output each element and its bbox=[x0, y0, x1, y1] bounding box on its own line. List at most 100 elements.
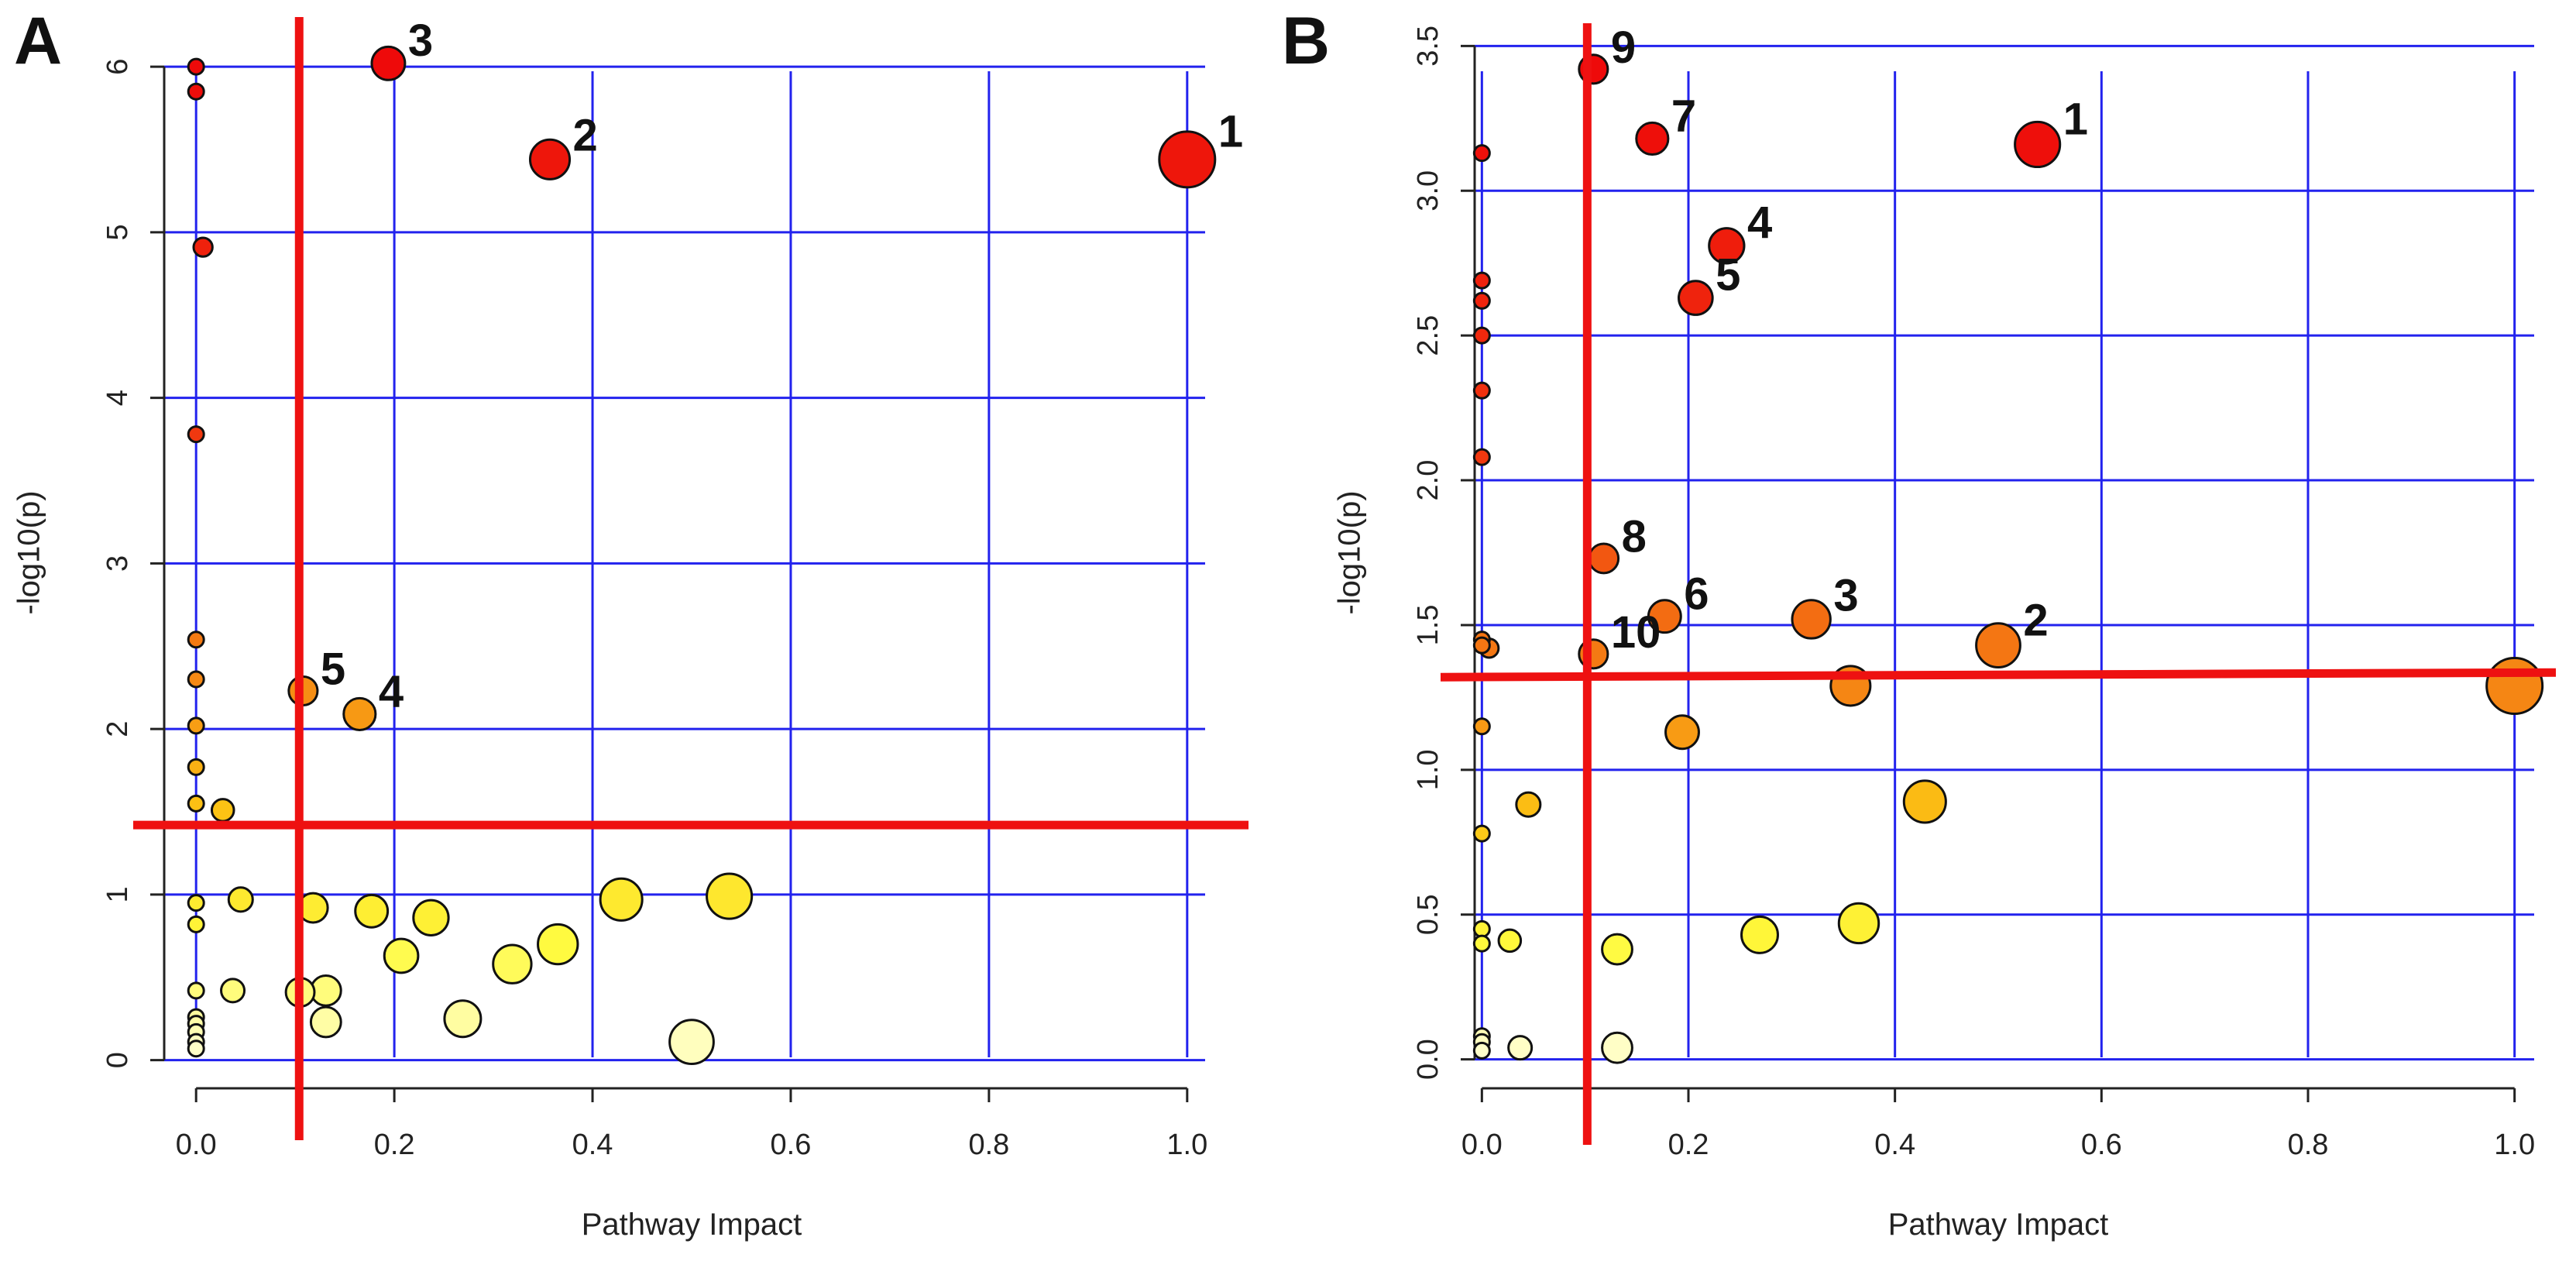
data-point bbox=[706, 872, 754, 920]
y-tick-label: 1 bbox=[101, 886, 134, 902]
data-point bbox=[187, 631, 205, 649]
data-point bbox=[1837, 902, 1880, 945]
y-axis-title: -log10(p) bbox=[1333, 490, 1367, 614]
y-tick-label: 2.5 bbox=[1412, 315, 1444, 356]
data-point bbox=[309, 1005, 342, 1039]
data-point bbox=[192, 236, 214, 258]
y-tick-label: 0 bbox=[101, 1052, 134, 1068]
threshold-lines bbox=[1440, 23, 2557, 1145]
data-point bbox=[342, 696, 377, 731]
data-point bbox=[187, 981, 205, 1000]
threshold-lines bbox=[133, 17, 1249, 1140]
data-point bbox=[187, 794, 205, 813]
data-point bbox=[210, 798, 235, 823]
point-label: 2 bbox=[2023, 595, 2048, 645]
x-tick-label: 0.2 bbox=[374, 1129, 415, 1161]
data-point bbox=[1472, 448, 1491, 466]
data-point bbox=[1515, 791, 1542, 818]
data-point bbox=[537, 923, 579, 966]
point-label: 1 bbox=[2063, 94, 2088, 144]
point-label: 5 bbox=[1716, 250, 1740, 301]
data-point bbox=[1472, 144, 1491, 163]
data-point bbox=[528, 138, 572, 180]
data-point bbox=[187, 670, 205, 689]
x-tick-label: 0.0 bbox=[1461, 1129, 1503, 1161]
data-point bbox=[1601, 933, 1633, 966]
data-point bbox=[1708, 227, 1746, 265]
data-points bbox=[187, 45, 1217, 1066]
y-tick-label: 0.5 bbox=[1412, 894, 1444, 935]
data-point bbox=[443, 999, 483, 1039]
data-point bbox=[1472, 291, 1491, 310]
data-point bbox=[1635, 121, 1670, 156]
point-label: 3 bbox=[1833, 570, 1858, 620]
point-label: 9 bbox=[1611, 22, 1636, 73]
x-tick-label: 0.8 bbox=[968, 1129, 1009, 1161]
x-tick-label: 0.0 bbox=[176, 1129, 217, 1161]
y-tick-label: 1.5 bbox=[1412, 605, 1444, 646]
x-axis-title: Pathway Impact bbox=[582, 1208, 802, 1242]
x-tick-label: 1.0 bbox=[2494, 1129, 2535, 1161]
x-tick-label: 0.6 bbox=[771, 1129, 812, 1161]
point-label: 6 bbox=[1684, 569, 1709, 619]
point-label: 10 bbox=[1611, 607, 1661, 658]
data-point bbox=[1791, 599, 1832, 640]
data-point bbox=[383, 937, 420, 974]
point-label: 2 bbox=[573, 110, 598, 160]
data-point bbox=[187, 915, 205, 933]
data-point bbox=[1472, 824, 1491, 843]
x-tick-label: 0.8 bbox=[2288, 1129, 2329, 1161]
y-tick-label: 2 bbox=[101, 721, 134, 737]
point-label: 8 bbox=[1622, 511, 1647, 562]
data-point bbox=[1678, 280, 1714, 316]
data-point bbox=[1497, 928, 1523, 954]
data-point bbox=[187, 425, 205, 444]
data-point bbox=[1975, 622, 2021, 668]
data-point bbox=[1902, 779, 1947, 824]
y-tick-label: 0.0 bbox=[1412, 1039, 1444, 1080]
point-label: 7 bbox=[1671, 91, 1696, 142]
y-tick-label: 4 bbox=[101, 390, 134, 406]
data-point bbox=[2014, 120, 2062, 169]
data-point bbox=[187, 82, 205, 101]
data-point bbox=[1588, 542, 1620, 575]
data-point bbox=[1158, 130, 1217, 189]
data-point bbox=[370, 45, 407, 81]
point-label: 3 bbox=[408, 15, 433, 66]
data-point bbox=[354, 893, 390, 929]
data-point bbox=[187, 1039, 205, 1058]
y-tick-label: 1.0 bbox=[1412, 749, 1444, 790]
point-label: 4 bbox=[1747, 198, 1772, 248]
y-tick-label: 5 bbox=[101, 224, 134, 240]
data-point bbox=[1472, 717, 1491, 736]
y-tick-label: 6 bbox=[101, 59, 134, 75]
data-point bbox=[1472, 271, 1491, 290]
data-point bbox=[1647, 599, 1682, 634]
panel-b: 0.0 0.2 0.4 0.6 0.8 1.0 0.0 0.5 1.0 1.5 2.0 2.5 3.0 3… bbox=[1282, 4, 2557, 1242]
panel-label: B bbox=[1282, 4, 1330, 78]
data-point bbox=[1472, 326, 1491, 345]
point-label: 5 bbox=[321, 644, 345, 695]
data-point bbox=[1601, 1031, 1633, 1064]
data-point bbox=[599, 877, 644, 922]
x-tick-label: 0.4 bbox=[1874, 1129, 1915, 1161]
data-point bbox=[1472, 636, 1491, 655]
data-point bbox=[227, 886, 254, 913]
y-axis-title: -log10(p) bbox=[12, 490, 46, 614]
y-tick-label: 3.5 bbox=[1412, 26, 1444, 67]
data-point bbox=[1507, 1035, 1534, 1061]
point-labels: 1 2 3 45 6 7 8 9 10 bbox=[1611, 22, 2088, 658]
panel-label: A bbox=[14, 4, 62, 78]
x-tick-label: 0.2 bbox=[1668, 1129, 1709, 1161]
significance-threshold-line bbox=[1440, 668, 2557, 682]
data-point bbox=[1472, 934, 1491, 953]
y-tick-label: 3 bbox=[101, 555, 134, 572]
data-point bbox=[1472, 919, 1491, 938]
data-point bbox=[668, 1019, 715, 1066]
x-tick-label: 1.0 bbox=[1166, 1129, 1207, 1161]
x-tick-label: 0.6 bbox=[2081, 1129, 2122, 1161]
data-point bbox=[1740, 915, 1779, 954]
